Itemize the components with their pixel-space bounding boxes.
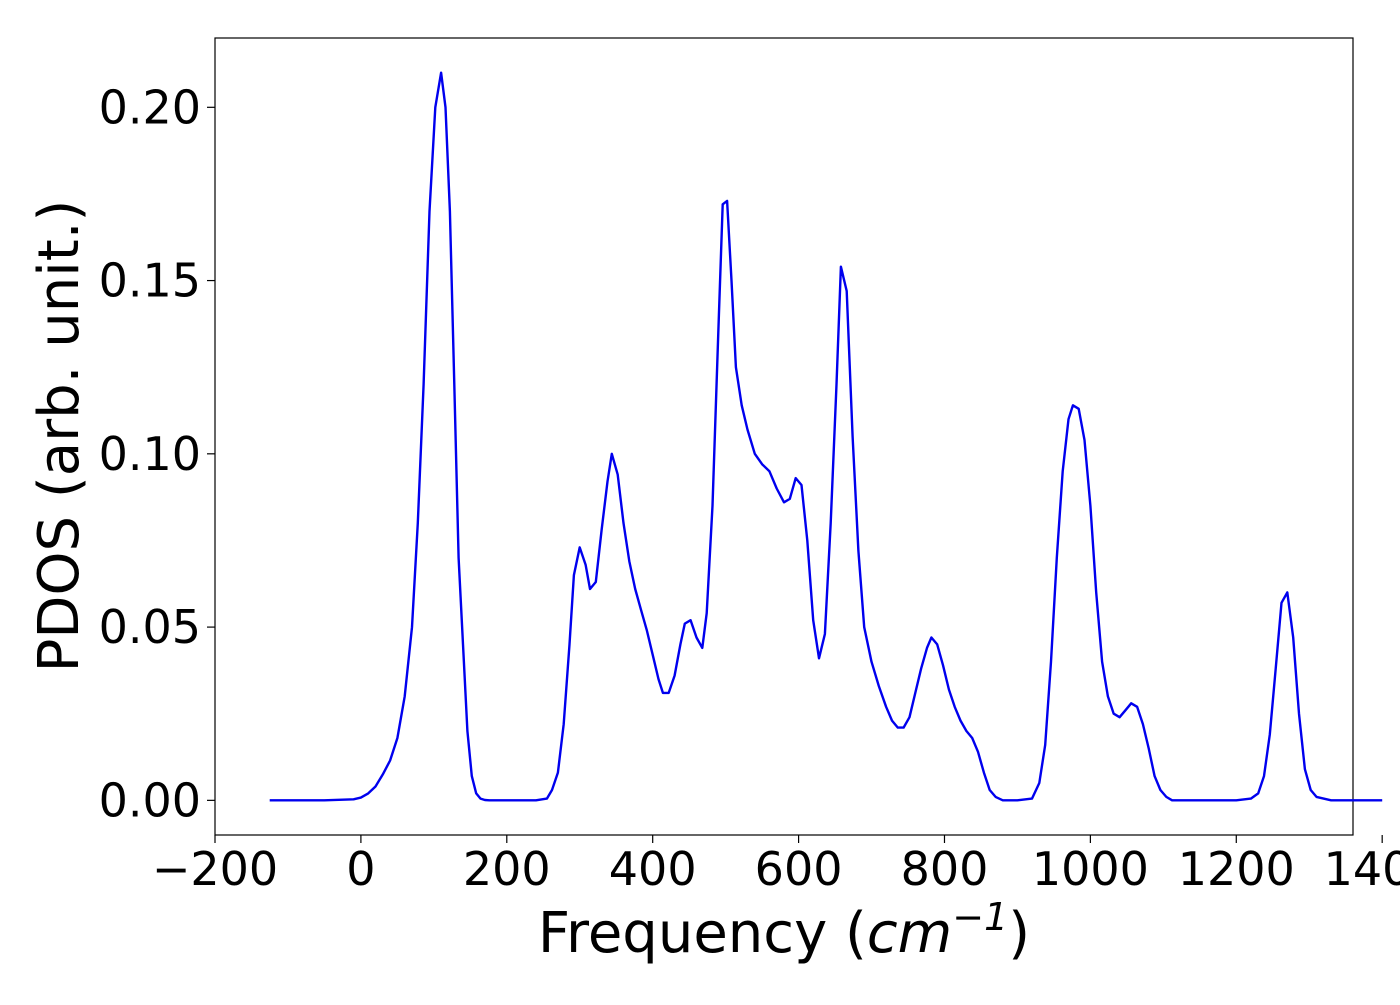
x-axis-title-unit: cm <box>867 901 952 966</box>
series-layer <box>269 71 1383 802</box>
y-tick-label: 0.00 <box>99 773 201 827</box>
y-axis: 0.00 0.05 0.10 0.15 0.20 <box>99 80 215 827</box>
y-axis-title: PDOS (arb. unit.) <box>27 200 92 673</box>
x-axis-title-text: Frequency <box>538 901 827 966</box>
x-tick-label: −200 <box>152 842 278 896</box>
x-axis-title-open-paren: ( <box>827 901 867 966</box>
series-line-0 <box>269 71 1383 802</box>
x-tick-label: 1200 <box>1178 842 1295 896</box>
x-tick-label: 400 <box>609 842 697 896</box>
x-axis-title-close-paren: ) <box>1008 901 1030 966</box>
x-axis-title-unit-exponent: −1 <box>952 895 1008 939</box>
y-tick-label: 0.15 <box>99 254 201 308</box>
x-tick-label: 800 <box>901 842 989 896</box>
y-tick-label: 0.05 <box>99 600 201 654</box>
x-tick-label: 1000 <box>1032 842 1149 896</box>
y-tick-label: 0.10 <box>99 427 201 481</box>
x-tick-label: 600 <box>755 842 843 896</box>
x-tick-label: 200 <box>463 842 551 896</box>
x-axis-title: Frequency (cm−1) <box>538 895 1030 966</box>
plot-area-frame <box>214 37 1354 836</box>
x-tick-label: 0 <box>346 842 375 896</box>
y-tick-label: 0.20 <box>99 80 201 134</box>
